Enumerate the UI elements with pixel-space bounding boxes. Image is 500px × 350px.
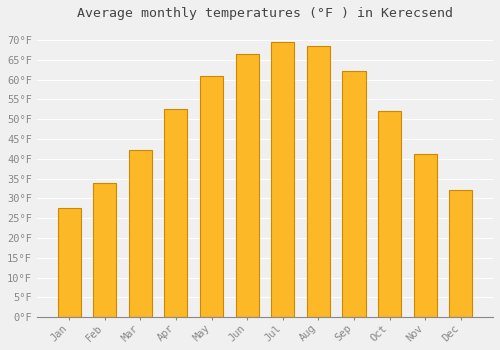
Bar — [58, 208, 80, 317]
Bar — [236, 54, 258, 317]
Bar — [164, 109, 188, 317]
Title: Average monthly temperatures (°F ) in Kerecsend: Average monthly temperatures (°F ) in Ke… — [77, 7, 453, 20]
Bar — [307, 46, 330, 317]
Bar — [128, 150, 152, 317]
Bar — [93, 183, 116, 317]
Bar — [414, 154, 436, 317]
Bar — [342, 71, 365, 317]
Bar — [200, 76, 223, 317]
Bar — [271, 42, 294, 317]
Bar — [378, 111, 401, 317]
Bar — [449, 190, 472, 317]
